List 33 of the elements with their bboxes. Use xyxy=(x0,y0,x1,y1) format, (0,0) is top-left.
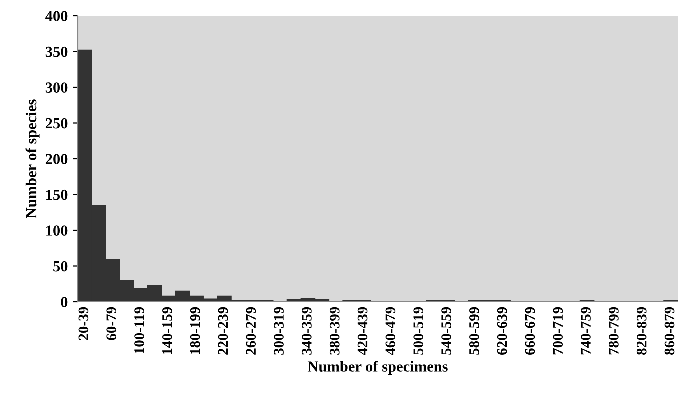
x-tick-label: 60-79 xyxy=(106,307,117,340)
y-tick-label: 0 xyxy=(61,297,68,308)
y-tick-label: 150 xyxy=(46,190,68,200)
y-tick-label: 100 xyxy=(46,226,68,236)
y-tick-label: 350 xyxy=(46,46,68,58)
y-tick-label: 50 xyxy=(54,261,68,272)
y-tick-label: 200 xyxy=(46,154,68,164)
x-tick-label: 180-199 xyxy=(190,307,200,354)
x-tick-label: 580-599 xyxy=(469,307,480,355)
y-tick-label: 400 xyxy=(46,11,68,22)
x-tick-label: 100-119 xyxy=(134,307,144,354)
x-tick-label: 420-439 xyxy=(358,307,368,356)
x-tick-label: 540-559 xyxy=(442,307,452,355)
x-tick-label: 300-319 xyxy=(274,307,284,355)
y-axis-title: Number of species xyxy=(26,100,40,218)
x-tick-label: 740-759 xyxy=(581,307,591,355)
x-tick-label: 700-719 xyxy=(553,307,564,355)
x-tick-label: 260-279 xyxy=(246,307,256,355)
y-tick-label: 250 xyxy=(46,118,68,129)
x-tick-label: 340-359 xyxy=(302,307,312,355)
x-tick-label: 620-639 xyxy=(497,307,508,355)
y-tick-label: 300 xyxy=(46,82,68,93)
x-axis-title: Number of specimens xyxy=(308,361,448,376)
x-tick-label: 660-679 xyxy=(525,307,536,355)
x-tick-label: 820-839 xyxy=(636,307,647,355)
x-tick-label: 460-479 xyxy=(386,307,396,356)
x-tick-label: 380-399 xyxy=(330,307,340,355)
x-tick-label: 780-799 xyxy=(609,307,619,355)
x-tick-label: 140-159 xyxy=(162,307,172,354)
x-tick-label: 20-39 xyxy=(78,307,89,340)
x-tick-label: 860-879 xyxy=(664,307,675,355)
x-tick-label: 220-239 xyxy=(218,307,228,355)
x-tick-label: 500-519 xyxy=(414,307,424,355)
